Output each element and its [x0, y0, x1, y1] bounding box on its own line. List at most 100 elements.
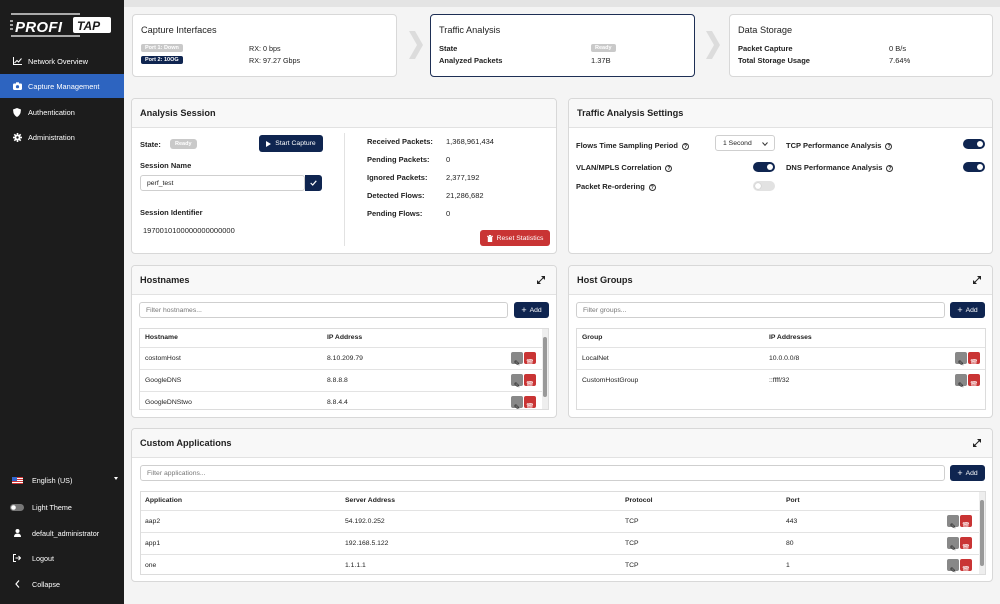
table-row[interactable]: one 1.1.1.1 TCP 1 ✎ 🗑: [141, 554, 985, 574]
pencil-icon: ✎: [513, 381, 521, 390]
storage-usage-value: 7.64%: [889, 56, 911, 65]
sidebar-item-label: Administration: [28, 132, 75, 142]
capture-interfaces-card[interactable]: Capture Interfaces Port 1: Down RX: 0 bp…: [132, 14, 397, 77]
edit-button[interactable]: ✎: [511, 352, 523, 368]
delete-button[interactable]: 🗑: [960, 515, 972, 530]
edit-button[interactable]: ✎: [947, 515, 959, 531]
group-cell: CustomHostGroup: [582, 377, 639, 384]
packet-reordering-toggle[interactable]: [753, 181, 775, 191]
expand-icon[interactable]: [536, 275, 546, 285]
delete-button[interactable]: 🗑: [524, 374, 536, 389]
delete-button[interactable]: 🗑: [968, 352, 980, 367]
scrollbar[interactable]: [979, 492, 985, 574]
delete-button[interactable]: 🗑: [968, 374, 980, 389]
theme-toggle[interactable]: Light Theme: [0, 496, 124, 518]
vlan-correlation-toggle[interactable]: [753, 162, 775, 172]
ip-cell: ::ffff/32: [769, 377, 790, 384]
table-row[interactable]: CustomHostGroup::ffff/32 ✎ 🗑: [577, 369, 985, 391]
delete-button[interactable]: 🗑: [960, 537, 972, 552]
col-application: Application: [145, 497, 183, 504]
collapse-button[interactable]: Collapse: [0, 573, 124, 595]
sidebar-item-capture-management[interactable]: Capture Management: [0, 74, 124, 98]
add-hostname-button[interactable]: + Add: [514, 302, 549, 318]
profitap-logo[interactable]: PROFI TAP: [10, 12, 112, 38]
applications-table: Application Server Address Protocol Port…: [140, 491, 986, 575]
traffic-analysis-card[interactable]: Traffic Analysis State Ready Analyzed Pa…: [430, 14, 695, 77]
confirm-name-button[interactable]: [305, 175, 322, 191]
add-label: Add: [965, 469, 978, 477]
expand-icon[interactable]: [972, 438, 982, 448]
delete-button[interactable]: 🗑: [524, 352, 536, 367]
edit-button[interactable]: ✎: [947, 537, 959, 553]
pipeline-arrow-icon: [706, 31, 720, 59]
table-row[interactable]: app1 192.168.5.122 TCP 80 ✎ 🗑: [141, 532, 985, 554]
edit-button[interactable]: ✎: [947, 559, 959, 574]
delete-button[interactable]: 🗑: [524, 396, 536, 409]
sampling-period-select[interactable]: 1 Second: [715, 135, 775, 151]
collapse-label: Collapse: [32, 579, 60, 589]
table-row[interactable]: GoogleDNS 8.8.8.8 ✎ 🗑: [140, 369, 548, 391]
sidebar-item-administration[interactable]: Administration: [0, 125, 124, 149]
help-icon: ?: [885, 142, 893, 150]
expand-icon[interactable]: [972, 275, 982, 285]
table-row[interactable]: LocalNet 10.0.0.0/8 ✎ 🗑: [577, 347, 985, 369]
filter-groups-input[interactable]: [576, 302, 945, 318]
filter-hostnames-input[interactable]: [139, 302, 508, 318]
scroll-thumb[interactable]: [543, 337, 547, 397]
server-cell: 54.192.0.252: [345, 518, 385, 525]
tcp-analysis-toggle[interactable]: [963, 139, 985, 149]
top-strip: [124, 0, 1000, 7]
reset-statistics-button[interactable]: Reset Statistics: [480, 230, 550, 246]
table-row[interactable]: costomHost 8.10.209.79 ✎ 🗑: [140, 347, 548, 369]
scroll-thumb[interactable]: [980, 500, 984, 566]
card-title: Capture Interfaces: [141, 25, 217, 35]
play-icon: [266, 140, 272, 147]
language-label: English (US): [32, 475, 73, 485]
user-menu[interactable]: default_administrator: [0, 522, 124, 544]
add-label: Add: [529, 306, 542, 314]
pencil-icon: ✎: [513, 403, 521, 410]
reset-statistics-label: Reset Statistics: [496, 234, 544, 242]
analyzed-packets-label: Analyzed Packets: [439, 56, 503, 65]
add-group-button[interactable]: + Add: [950, 302, 985, 318]
sidebar-item-label: Capture Management: [28, 81, 100, 91]
protocol-cell: TCP: [625, 562, 639, 569]
table-row[interactable]: aap2 54.192.0.252 TCP 443 ✎ 🗑: [141, 510, 985, 532]
scrollbar[interactable]: [542, 329, 548, 409]
custom-applications-panel: Custom Applications +Add Application Ser…: [131, 428, 993, 582]
col-ip-addresses: IP Addresses: [769, 334, 812, 341]
edit-button[interactable]: ✎: [511, 374, 523, 390]
analysis-session-panel: Analysis Session State: Ready Start Capt…: [131, 98, 557, 254]
port-cell: 80: [786, 540, 794, 547]
edit-button[interactable]: ✎: [955, 352, 967, 368]
shield-icon: [12, 107, 22, 117]
data-storage-card[interactable]: Data Storage Packet Capture 0 B/s Total …: [729, 14, 993, 77]
table-row[interactable]: GoogleDNStwo 8.8.4.4 ✎ 🗑: [140, 391, 548, 410]
hostname-cell: costomHost: [145, 355, 181, 362]
session-name-input[interactable]: [140, 175, 305, 191]
sidebar-item-network-overview[interactable]: Network Overview: [0, 49, 124, 73]
trash-icon: 🗑: [969, 382, 979, 389]
hostname-cell: GoogleDNS: [145, 377, 182, 384]
svg-text:TAP: TAP: [77, 19, 101, 33]
panel-title: Analysis Session: [132, 99, 556, 128]
toggle-icon: [10, 503, 24, 511]
add-application-button[interactable]: + Add: [950, 465, 985, 481]
start-capture-button[interactable]: Start Capture: [259, 135, 323, 152]
tcp-analysis-label: TCP Performance Analysis?: [786, 141, 893, 150]
analyzed-packets-value: 1.37B: [591, 56, 611, 65]
trash-icon: 🗑: [961, 523, 971, 530]
edit-button[interactable]: ✎: [511, 396, 523, 410]
edit-button[interactable]: ✎: [955, 374, 967, 390]
filter-applications-input[interactable]: [140, 465, 945, 481]
dns-analysis-toggle[interactable]: [963, 162, 985, 172]
app-cell: app1: [145, 540, 161, 547]
logout-button[interactable]: Logout: [0, 547, 124, 569]
language-select[interactable]: English (US): [0, 469, 124, 491]
detected-flows-value: 21,286,682: [446, 191, 484, 200]
delete-button[interactable]: 🗑: [960, 559, 972, 574]
sidebar-item-authentication[interactable]: Authentication: [0, 100, 124, 124]
pipeline-arrow-icon: [409, 31, 423, 59]
col-ip-address: IP Address: [327, 334, 363, 341]
panel-title: Hostnames: [132, 266, 556, 295]
